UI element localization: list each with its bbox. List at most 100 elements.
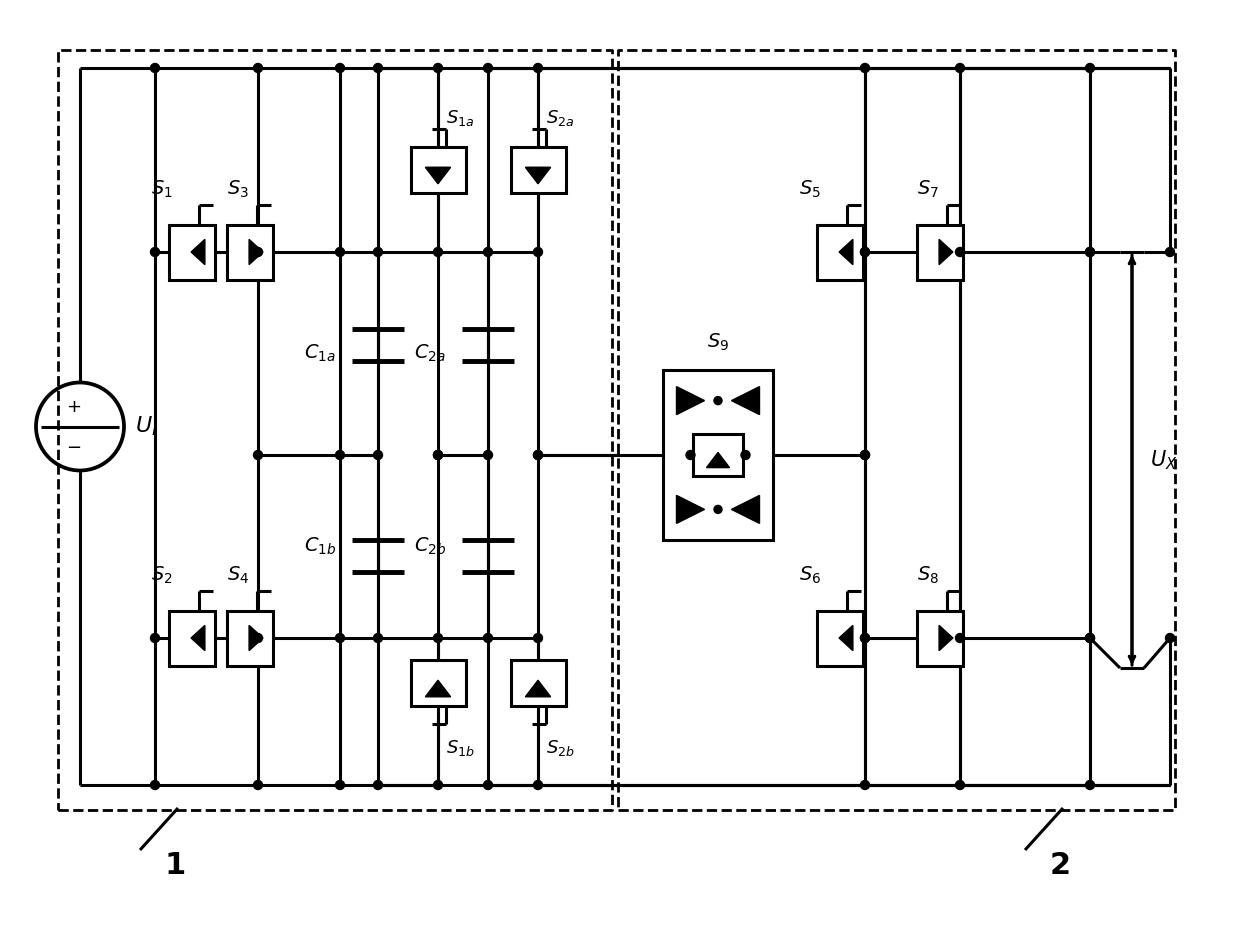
Circle shape (336, 64, 345, 72)
Text: $S_7$: $S_7$ (918, 178, 939, 200)
Circle shape (1085, 634, 1095, 642)
Text: $S_5$: $S_5$ (799, 178, 821, 200)
Bar (169, 610, 215, 666)
Circle shape (484, 64, 492, 72)
Bar (817, 610, 863, 666)
Text: $S_{2b}$: $S_{2b}$ (546, 738, 575, 758)
Circle shape (533, 451, 543, 459)
Text: $S_4$: $S_4$ (227, 564, 249, 586)
Bar (410, 147, 465, 193)
Bar (227, 224, 273, 280)
Circle shape (434, 451, 443, 459)
Circle shape (1085, 248, 1095, 256)
Text: $-$: $-$ (67, 438, 82, 455)
Circle shape (373, 780, 382, 790)
Circle shape (861, 634, 869, 642)
Circle shape (253, 248, 263, 256)
Polygon shape (191, 625, 205, 651)
Circle shape (253, 64, 263, 72)
Circle shape (1166, 248, 1174, 256)
Circle shape (861, 248, 869, 256)
Circle shape (373, 634, 382, 642)
Circle shape (1085, 248, 1095, 256)
Text: +: + (67, 397, 82, 415)
Bar (169, 224, 215, 280)
Circle shape (484, 248, 492, 256)
Bar (918, 610, 963, 666)
Circle shape (253, 780, 263, 790)
Circle shape (253, 634, 263, 642)
Polygon shape (839, 625, 853, 651)
Circle shape (956, 780, 965, 790)
Polygon shape (939, 625, 952, 651)
Bar (918, 224, 963, 280)
Text: $S_{1b}$: $S_{1b}$ (446, 738, 475, 758)
Polygon shape (677, 496, 704, 523)
Circle shape (434, 634, 443, 642)
Circle shape (956, 64, 965, 72)
Text: $S_1$: $S_1$ (151, 178, 172, 200)
Circle shape (336, 451, 345, 459)
Polygon shape (707, 453, 729, 468)
Circle shape (956, 248, 965, 256)
Polygon shape (732, 387, 759, 415)
Circle shape (150, 780, 160, 790)
Circle shape (533, 248, 543, 256)
Circle shape (1085, 780, 1095, 790)
Polygon shape (732, 496, 759, 523)
Circle shape (484, 451, 492, 459)
Polygon shape (677, 387, 704, 415)
Circle shape (434, 780, 443, 790)
Bar (663, 370, 773, 540)
Circle shape (434, 248, 443, 256)
Bar (511, 660, 565, 706)
Circle shape (484, 780, 492, 790)
Circle shape (956, 634, 965, 642)
Text: $S_{2a}$: $S_{2a}$ (546, 108, 574, 128)
Circle shape (1085, 64, 1095, 72)
Circle shape (434, 64, 443, 72)
Circle shape (150, 248, 160, 256)
Circle shape (714, 505, 722, 514)
Polygon shape (191, 239, 205, 265)
Circle shape (533, 64, 543, 72)
Text: $S_2$: $S_2$ (151, 564, 172, 586)
Text: $U_i$: $U_i$ (135, 415, 157, 439)
Circle shape (373, 451, 382, 459)
Text: $S_6$: $S_6$ (799, 564, 821, 586)
Circle shape (686, 451, 694, 459)
Text: $C_{1b}$: $C_{1b}$ (304, 536, 336, 557)
Circle shape (861, 64, 869, 72)
Polygon shape (526, 167, 551, 184)
Circle shape (1085, 634, 1095, 642)
Circle shape (533, 780, 543, 790)
Circle shape (253, 451, 263, 459)
Circle shape (484, 634, 492, 642)
Bar (227, 610, 273, 666)
Circle shape (861, 451, 869, 459)
Circle shape (861, 248, 869, 256)
Circle shape (533, 451, 543, 459)
Circle shape (373, 248, 382, 256)
Polygon shape (526, 680, 551, 697)
Circle shape (714, 396, 722, 405)
Text: $C_{2a}$: $C_{2a}$ (414, 343, 446, 364)
Bar (817, 224, 863, 280)
Text: $U_X$: $U_X$ (1149, 448, 1178, 471)
Text: $C_{1a}$: $C_{1a}$ (304, 343, 336, 364)
Circle shape (742, 451, 750, 459)
Text: $S_3$: $S_3$ (227, 178, 249, 200)
Polygon shape (425, 680, 450, 697)
Text: $S_8$: $S_8$ (916, 564, 939, 586)
Circle shape (150, 634, 160, 642)
Text: $S_{1a}$: $S_{1a}$ (446, 108, 475, 128)
Circle shape (533, 634, 543, 642)
Circle shape (434, 451, 443, 459)
Text: 2: 2 (1049, 851, 1070, 880)
Circle shape (336, 634, 345, 642)
Bar (410, 660, 465, 706)
Circle shape (861, 451, 869, 459)
Polygon shape (249, 625, 263, 651)
Bar (511, 147, 565, 193)
Polygon shape (939, 239, 952, 265)
